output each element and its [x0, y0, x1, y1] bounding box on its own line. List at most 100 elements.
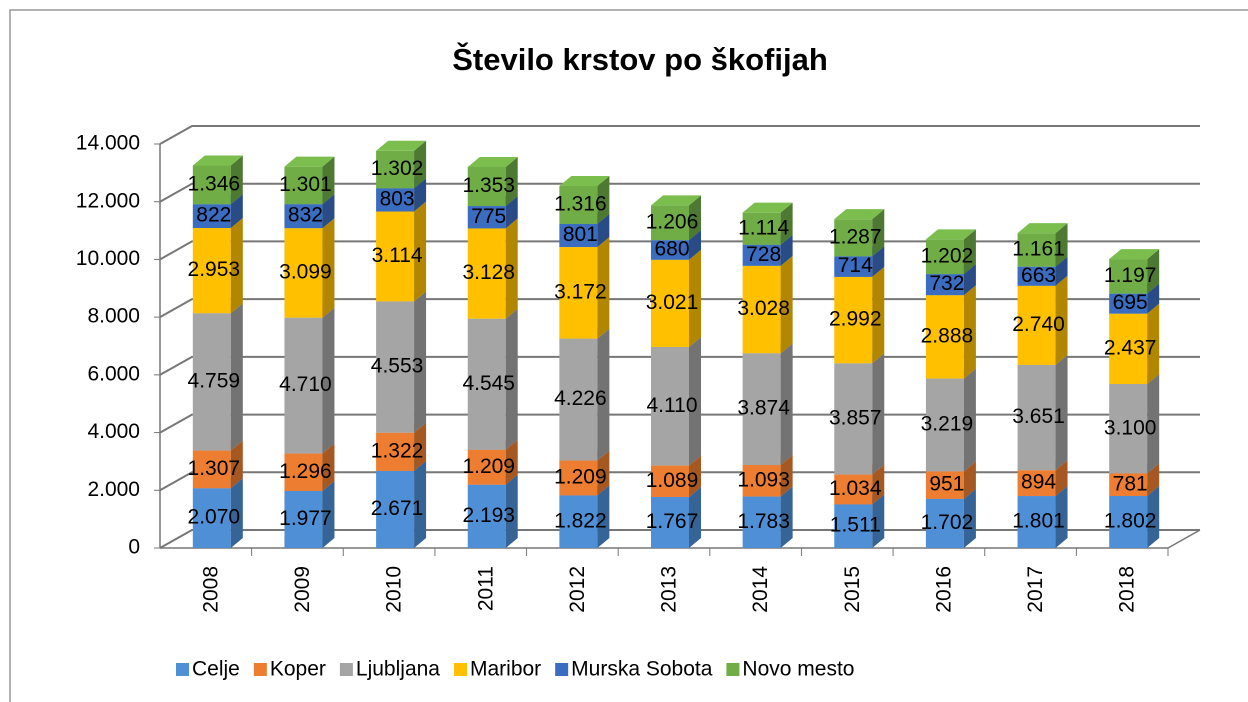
- data-label: 1.302: [371, 157, 424, 180]
- bar-side: [322, 194, 335, 229]
- bar-side: [597, 485, 610, 548]
- bar-side: [963, 368, 976, 472]
- bar-side: [872, 353, 885, 475]
- bar-front: [834, 219, 873, 257]
- bar-front: [834, 276, 873, 364]
- data-label: 1.767: [646, 510, 699, 533]
- legend-swatch: [726, 663, 740, 676]
- bar-side: [1055, 460, 1068, 497]
- bar-front: [925, 378, 964, 472]
- bar-side: [963, 488, 976, 548]
- bar-segment: [467, 156, 518, 207]
- bar-side: [597, 213, 610, 248]
- bar-side: [414, 422, 427, 471]
- bar-side: [1147, 249, 1160, 294]
- data-label: 3.028: [737, 297, 790, 320]
- bar-front: [192, 204, 231, 229]
- data-label: 894: [1021, 471, 1056, 494]
- bar-side: [1055, 223, 1068, 267]
- data-label: 1.783: [737, 510, 790, 533]
- bar-front: [284, 228, 323, 318]
- data-label: 1.034: [829, 477, 882, 500]
- bar-side: [414, 201, 427, 302]
- data-label: 1.307: [188, 457, 241, 480]
- bar-side: [230, 194, 243, 229]
- bar-front: [651, 346, 689, 466]
- bar-front: [834, 256, 873, 277]
- bar-front: [192, 450, 231, 489]
- bar-side: [505, 308, 518, 450]
- data-label: 2.888: [921, 324, 974, 347]
- bar-side: [689, 249, 701, 347]
- bar-side: [230, 440, 243, 489]
- bar-front: [1109, 259, 1148, 294]
- data-label: 695: [1113, 291, 1148, 314]
- bar-top: [376, 140, 427, 151]
- bar-front: [192, 313, 231, 451]
- data-label: 1.702: [921, 511, 974, 534]
- data-label: 781: [1113, 472, 1148, 495]
- data-label: 732: [929, 272, 964, 295]
- data-label: 1.202: [921, 244, 974, 267]
- data-label: 4.759: [188, 369, 241, 392]
- bar-front: [284, 166, 323, 205]
- data-label: 2.070: [188, 506, 241, 529]
- bar-front: [284, 453, 323, 491]
- bar-segment: [192, 218, 243, 314]
- data-label: 1.114: [738, 216, 789, 239]
- data-label: 1.206: [646, 210, 699, 233]
- data-label: 3.114: [372, 244, 423, 267]
- bar-front: [651, 497, 689, 548]
- bar-side: [505, 156, 518, 207]
- bar-front: [559, 338, 598, 461]
- bar-side: [780, 255, 793, 354]
- bar-side: [322, 218, 335, 318]
- data-label: 1.287: [829, 225, 882, 248]
- bar-front: [834, 504, 873, 548]
- bar-front: [376, 211, 415, 302]
- bar-side: [1055, 354, 1068, 471]
- bar-side: [414, 178, 427, 212]
- data-label: 3.219: [921, 413, 974, 436]
- data-label: 3.651: [1012, 405, 1065, 428]
- bar-front: [559, 247, 598, 339]
- bar-segment: [284, 218, 335, 318]
- bar-segment: [284, 156, 335, 205]
- bar-front: [834, 363, 873, 475]
- bar-segment: [1109, 249, 1160, 294]
- data-label: 1.209: [462, 455, 515, 478]
- data-label: 4.110: [647, 394, 698, 417]
- legend-label: Novo mesto: [742, 658, 854, 681]
- data-label: 2.437: [1104, 336, 1157, 359]
- bar-front: [559, 495, 598, 548]
- bar-side: [322, 443, 335, 491]
- bar-side: [963, 264, 976, 296]
- y-tick-label: 8.000: [87, 305, 140, 328]
- bar-side: [505, 218, 518, 319]
- data-label: 1.161: [1012, 237, 1065, 260]
- bar-side: [1147, 463, 1160, 496]
- bar-top: [651, 195, 701, 206]
- bar-front: [467, 318, 506, 450]
- bar-side: [414, 140, 427, 189]
- bar-front: [925, 295, 964, 379]
- bar-front: [376, 432, 415, 471]
- bar-side: [689, 455, 701, 498]
- bar-side: [780, 455, 793, 497]
- legend-swatch: [253, 663, 267, 676]
- bar-side: [597, 175, 610, 224]
- bar-segment: [559, 175, 610, 224]
- data-label: 822: [196, 204, 231, 227]
- x-tick-label: 2010: [383, 566, 406, 613]
- bar-segment: [742, 202, 793, 245]
- data-label: 801: [563, 223, 598, 246]
- bar-front: [467, 449, 506, 485]
- bar-side: [963, 229, 976, 275]
- legend-swatch: [555, 663, 569, 676]
- data-label: 1.511: [830, 514, 881, 537]
- data-label: 1.801: [1012, 510, 1065, 533]
- legend-swatch: [339, 663, 353, 676]
- legend-label: Maribor: [470, 658, 541, 681]
- bar-front: [376, 150, 415, 189]
- bar-segment: [834, 209, 885, 257]
